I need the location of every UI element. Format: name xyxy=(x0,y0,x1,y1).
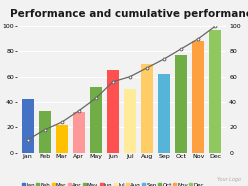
Bar xyxy=(141,64,153,153)
Text: Performance and cumulative performance: Performance and cumulative performance xyxy=(10,9,248,19)
Bar xyxy=(22,99,33,153)
Bar xyxy=(73,112,85,153)
Bar xyxy=(124,89,136,153)
Bar xyxy=(90,87,102,153)
Bar xyxy=(56,125,68,153)
Legend: Jan, Feb, Mar, Apr, May, Jun, Jul, Aug, Sep, Oct, Nov, Dec: Jan, Feb, Mar, Apr, May, Jun, Jul, Aug, … xyxy=(22,183,204,186)
Bar xyxy=(175,55,187,153)
Bar xyxy=(158,74,170,153)
Bar xyxy=(107,70,119,153)
Bar xyxy=(210,30,221,153)
Bar xyxy=(192,41,204,153)
Bar xyxy=(39,111,51,153)
Text: Your Logo: Your Logo xyxy=(217,177,241,182)
